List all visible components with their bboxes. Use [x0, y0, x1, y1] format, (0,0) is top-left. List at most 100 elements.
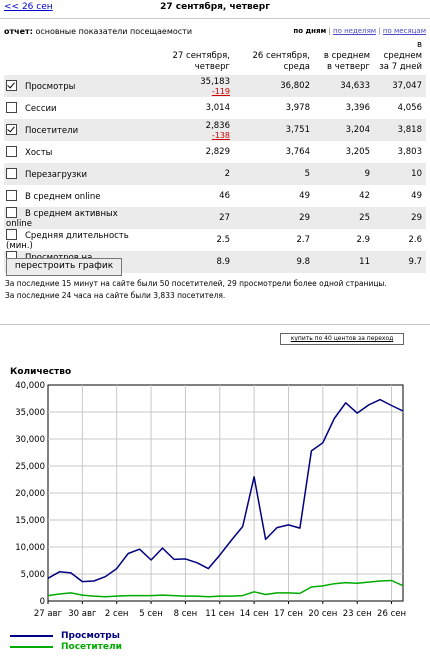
- legend-swatch-visitors: [10, 645, 53, 648]
- row-checkbox[interactable]: [6, 79, 17, 91]
- cell-value: 27: [219, 213, 230, 223]
- top-bar: << 26 сен 27 сентября, четверг: [0, 0, 430, 17]
- period-day-link[interactable]: по дням: [293, 27, 327, 35]
- value-cell: 35,183 -119: [142, 75, 234, 97]
- legend-item-visitors: Посетители: [10, 642, 122, 653]
- change-delta-link[interactable]: -138: [211, 130, 230, 140]
- period-separator: |: [378, 27, 381, 35]
- period-week-link[interactable]: по неделям: [333, 27, 377, 35]
- cell-value: 2.5: [216, 235, 230, 245]
- row-name-cell: В среднем активных online: [4, 206, 142, 229]
- cell-value: 10: [411, 169, 422, 179]
- previous-day-link[interactable]: << 26 сен: [4, 2, 53, 12]
- column-header: в среднем в четверг: [323, 51, 370, 72]
- change-delta-link[interactable]: -119: [211, 86, 230, 96]
- value-cell: 3,764: [234, 141, 314, 163]
- report-label: отчет: основные показатели посещаемости: [4, 27, 192, 36]
- x-tick-label: 20 сен: [308, 609, 337, 619]
- value-cell: 5: [234, 163, 314, 185]
- row-checkbox[interactable]: [6, 189, 17, 201]
- row-checkbox[interactable]: [6, 145, 17, 157]
- x-tick-label: 27 авг: [34, 609, 63, 619]
- value-cell: 9.8: [234, 251, 314, 273]
- y-tick-label: 5,000: [21, 570, 45, 580]
- cell-value: 2: [224, 169, 230, 179]
- value-cell: 9: [314, 163, 374, 185]
- table-header-empty: [4, 38, 142, 75]
- y-tick-label: 10,000: [15, 543, 45, 553]
- rebuild-chart-button[interactable]: перестроить график: [6, 258, 122, 276]
- value-cell: 49: [234, 185, 314, 207]
- y-tick-label: 30,000: [15, 435, 45, 445]
- row-label: Просмотры: [25, 81, 76, 92]
- row-checkbox[interactable]: [6, 123, 17, 135]
- cell-value: 2,836: [205, 120, 230, 131]
- row-checkbox[interactable]: [6, 228, 17, 240]
- value-cell: 3,014: [142, 97, 234, 119]
- series-line-views: [47, 398, 404, 583]
- buy-traffic-button[interactable]: купить по 40 центов за переход: [280, 333, 404, 345]
- cell-value: 3,978: [285, 103, 310, 113]
- cell-value: 9.8: [296, 257, 310, 267]
- value-cell: 2.7: [234, 229, 314, 251]
- row-checkbox[interactable]: [6, 101, 17, 113]
- column-header: в среднем за 7 дней: [379, 40, 422, 72]
- table-body: Просмотры 35,183 -119 36,802 34,633 37,047 Сес…: [4, 75, 426, 273]
- cell-value: 49: [299, 191, 310, 201]
- row-name-cell: В среднем online: [4, 185, 142, 207]
- value-cell: 2.9: [314, 229, 374, 251]
- value-cell: 2: [142, 163, 234, 185]
- note-last-24-hours: За последние 24 часа на сайте были 3,833…: [5, 291, 226, 300]
- row-name-cell: Перезагрузки: [4, 163, 142, 185]
- row-label: Перезагрузки: [25, 169, 88, 180]
- row-checkbox[interactable]: [6, 167, 17, 179]
- cell-value: 8.9: [216, 257, 230, 267]
- x-tick-label: 23 сен: [343, 609, 372, 619]
- cell-value: 29: [411, 213, 422, 223]
- x-tick-label: 14 сен: [240, 609, 269, 619]
- column-header: 26 сентября, среда: [252, 51, 311, 72]
- value-cell: 3,396: [314, 97, 374, 119]
- value-cell: 37,047: [374, 75, 426, 97]
- table-row: Просмотры 35,183 -119 36,802 34,633 37,047: [4, 75, 426, 97]
- x-tick-label: 5 сен: [139, 609, 163, 619]
- cell-value: 42: [359, 191, 370, 201]
- value-cell: 34,633: [314, 75, 374, 97]
- cell-value: 2.7: [296, 235, 310, 245]
- cell-value: 49: [411, 191, 422, 201]
- value-cell: 29: [234, 207, 314, 229]
- y-tick-label: 20,000: [15, 489, 45, 499]
- value-cell: 27: [142, 207, 234, 229]
- series-line-visitors: [47, 579, 404, 598]
- table-row: Посетители 2,836 -138 3,751 3,204 3,818: [4, 119, 426, 141]
- value-cell: 2,836 -138: [142, 119, 234, 141]
- divider: [0, 324, 430, 325]
- value-cell: 3,978: [234, 97, 314, 119]
- period-separator: |: [328, 27, 331, 35]
- cell-value: 37,047: [392, 81, 422, 91]
- value-cell: 3,818: [374, 119, 426, 141]
- value-cell: 42: [314, 185, 374, 207]
- value-cell: 9.7: [374, 251, 426, 273]
- cell-value: 3,751: [285, 125, 310, 135]
- period-switcher: по дням | по неделям | по месяцам: [293, 27, 426, 35]
- cell-value: 3,014: [205, 103, 230, 113]
- x-tick-label: 17 сен: [274, 609, 303, 619]
- table-row: Хосты 2,829 3,764 3,205 3,803: [4, 141, 426, 163]
- period-month-link[interactable]: по месяцам: [382, 27, 426, 35]
- table-row: В среднем online 46 49 42 49: [4, 185, 426, 207]
- row-name-cell: Сессии: [4, 97, 142, 119]
- y-tick-label: 15,000: [15, 516, 45, 526]
- value-cell: 46: [142, 185, 234, 207]
- cell-value: 5: [304, 169, 310, 179]
- row-label: Посетители: [25, 125, 79, 136]
- value-cell: 11: [314, 251, 374, 273]
- row-checkbox[interactable]: [6, 206, 17, 218]
- legend-item-views: Просмотры: [10, 631, 122, 642]
- value-cell: 29: [374, 207, 426, 229]
- legend-swatch-views: [10, 634, 53, 637]
- note-last-15-min: За последние 15 минут на сайте были 50 п…: [5, 279, 387, 288]
- value-cell: 8.9: [142, 251, 234, 273]
- x-tick-label: 2 сен: [105, 609, 129, 619]
